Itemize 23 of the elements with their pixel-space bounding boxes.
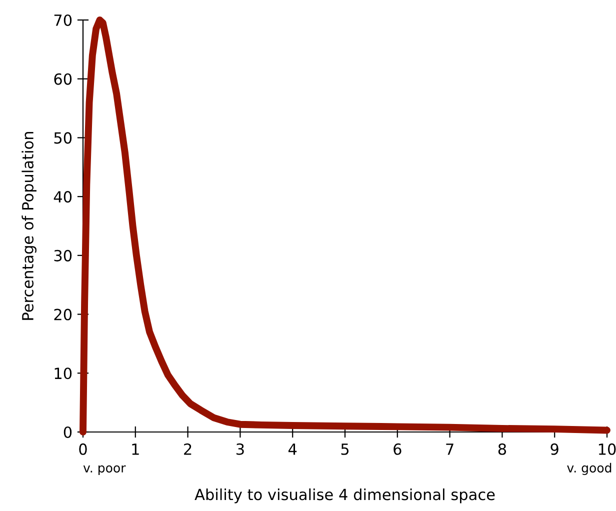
y-tick-label: 20 <box>54 308 72 320</box>
y-axis-title: Percentage of Population <box>22 132 36 320</box>
x-tick-label: 5 <box>341 444 349 455</box>
x-tick-label: 3 <box>236 443 244 455</box>
x-tick-label: 4 <box>288 444 297 455</box>
x-tick-label: 8 <box>498 443 506 455</box>
x-tick-label: 2 <box>184 443 192 455</box>
y-tick-label: 0 <box>64 426 72 438</box>
y-tick-label: 30 <box>54 250 72 262</box>
x-tick-label: 6 <box>394 443 402 455</box>
text: v. good <box>567 462 612 475</box>
text: v. poor <box>83 465 126 475</box>
x-tick-label: 0 <box>79 443 87 455</box>
x-tick-label: 7 <box>446 444 454 455</box>
x-axis-title: Ability to visualise 4 dimensional space <box>194 488 495 504</box>
y-tick-label: 70 <box>54 14 72 26</box>
y-tick-label: 10 <box>54 368 72 380</box>
x-tick-label: 10 <box>598 443 616 455</box>
y-tick-label: 50 <box>54 132 72 144</box>
x-tick-label: 9 <box>550 443 558 455</box>
x-tick-label: 1 <box>132 444 139 455</box>
y-tick-label: 60 <box>54 73 72 85</box>
y-tick-label: 40 <box>54 191 72 203</box>
